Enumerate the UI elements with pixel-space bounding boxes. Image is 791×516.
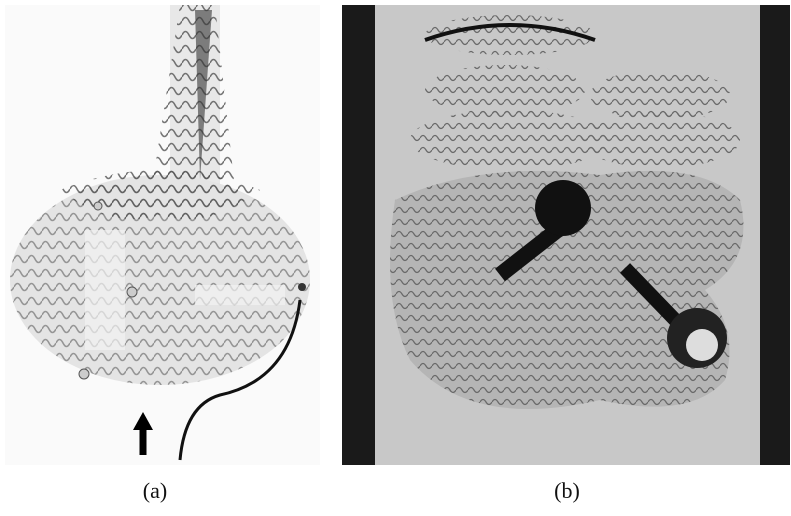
photo-a <box>5 5 320 465</box>
panel-label: (b) <box>554 478 580 503</box>
photo-b <box>342 5 790 465</box>
panel-label: (a) <box>143 478 167 503</box>
